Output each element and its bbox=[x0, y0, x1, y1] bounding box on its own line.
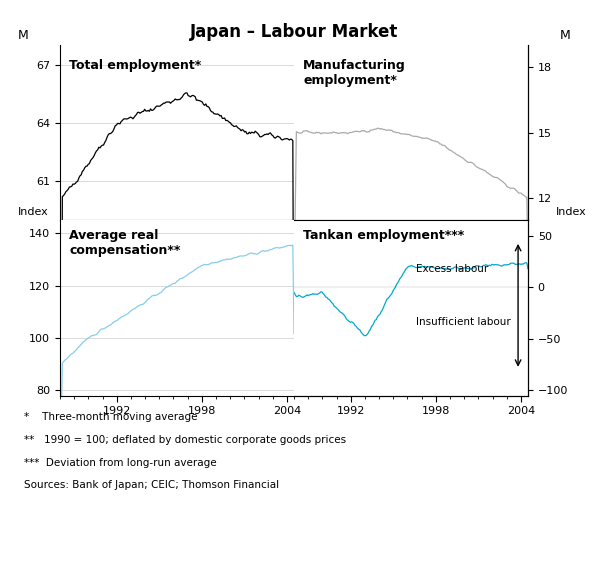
Text: Index: Index bbox=[18, 207, 49, 217]
Text: Average real
compensation**: Average real compensation** bbox=[70, 229, 181, 257]
Text: Insufficient labour: Insufficient labour bbox=[416, 317, 511, 327]
Text: Tankan employment***: Tankan employment*** bbox=[304, 229, 464, 242]
Text: ***  Deviation from long-run average: *** Deviation from long-run average bbox=[24, 458, 217, 468]
Text: Sources: Bank of Japan; CEIC; Thomson Financial: Sources: Bank of Japan; CEIC; Thomson Fi… bbox=[24, 480, 279, 490]
Text: *    Three-month moving average: * Three-month moving average bbox=[24, 412, 197, 423]
Text: Total employment*: Total employment* bbox=[70, 59, 202, 72]
Text: **   1990 = 100; deflated by domestic corporate goods prices: ** 1990 = 100; deflated by domestic corp… bbox=[24, 435, 346, 445]
Text: M: M bbox=[559, 29, 570, 42]
Text: Index: Index bbox=[556, 207, 587, 217]
Text: Manufacturing
employment*: Manufacturing employment* bbox=[304, 59, 406, 87]
Text: Japan – Labour Market: Japan – Labour Market bbox=[190, 23, 398, 41]
Text: Excess labour: Excess labour bbox=[416, 264, 488, 275]
Text: M: M bbox=[18, 29, 29, 42]
